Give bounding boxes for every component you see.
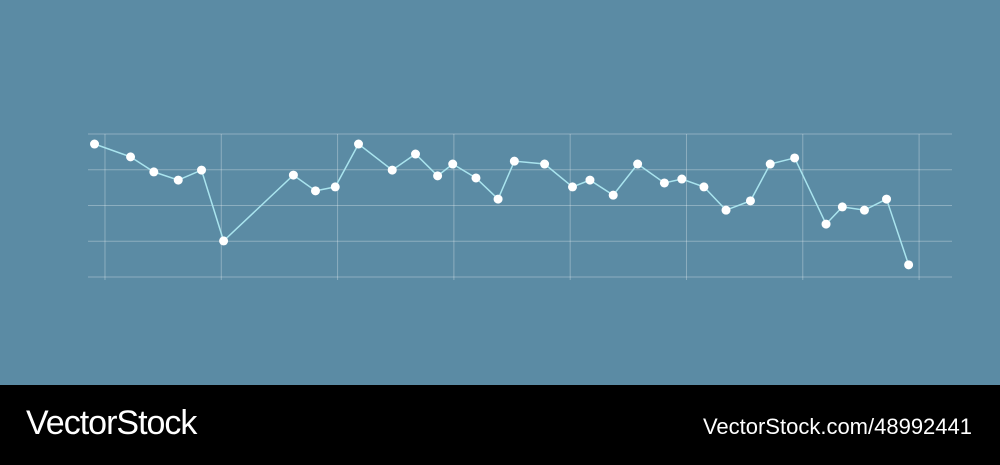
brand: VectorStock: [26, 404, 198, 442]
point: [745, 196, 755, 206]
point: [411, 149, 421, 159]
point: [821, 219, 831, 229]
point: [433, 171, 443, 181]
image-id: VectorStock.com/48992441: [703, 414, 972, 439]
point: [859, 205, 869, 215]
point: [448, 159, 458, 169]
point: [330, 182, 340, 192]
point: [790, 153, 800, 163]
point: [882, 194, 892, 204]
point: [765, 159, 775, 169]
point: [149, 167, 159, 177]
point: [471, 173, 481, 183]
point: [310, 186, 320, 196]
point: [509, 156, 519, 166]
point: [540, 159, 550, 169]
point: [721, 205, 731, 215]
point: [837, 202, 847, 212]
point: [90, 139, 100, 149]
point: [197, 165, 207, 175]
point: [493, 194, 503, 204]
line: [94, 142, 910, 266]
point: [633, 159, 643, 169]
point: [126, 152, 136, 162]
point: [354, 139, 364, 149]
point: [173, 175, 183, 185]
point: [608, 190, 618, 200]
point: [904, 260, 914, 270]
point: [677, 174, 687, 184]
point: [219, 236, 229, 246]
point: [568, 182, 578, 192]
background: [0, 0, 1000, 385]
point: [699, 182, 709, 192]
point: [288, 170, 298, 180]
footer-band: [0, 385, 1000, 465]
point: [387, 165, 397, 175]
point: [585, 175, 595, 185]
point: [659, 178, 669, 188]
